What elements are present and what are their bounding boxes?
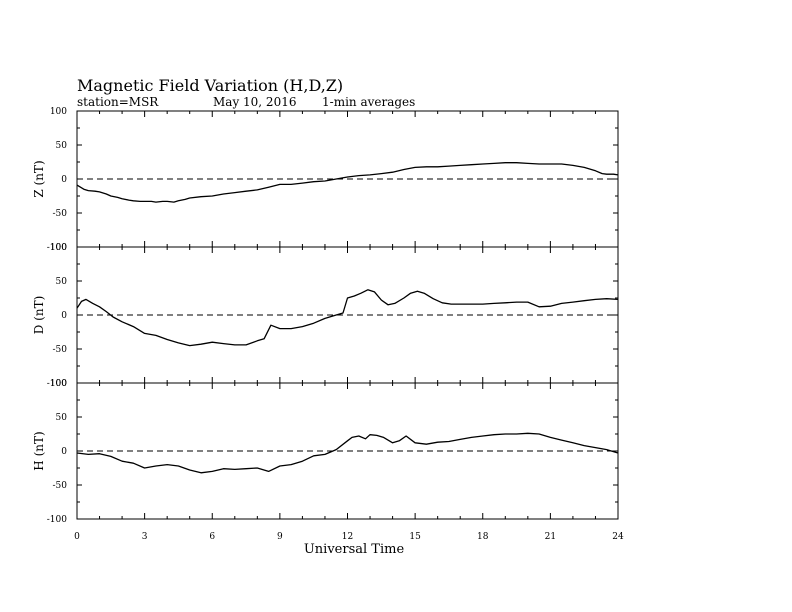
series-line-z (76, 162, 619, 203)
x-tick-label: 12 (342, 532, 353, 542)
x-tick-label: 24 (612, 532, 624, 542)
y-tick-label: 100 (50, 379, 67, 389)
y-tick-label: 50 (56, 413, 68, 423)
station-label: station=MSR (77, 95, 159, 109)
averaging-label: 1-min averages (322, 95, 415, 109)
y-tick-label: -50 (53, 481, 68, 491)
y-axis-label-h: H (nT) (32, 431, 46, 470)
panel-d: 100 50 0 -50 -100 D (nT) (32, 243, 619, 389)
panel-h: 100 50 0 -50 -100 H (nT) (32, 379, 619, 525)
y-tick-label: 0 (61, 447, 67, 457)
x-tick-label: 18 (477, 532, 489, 542)
x-tick-label: 15 (409, 532, 421, 542)
series-line-d (76, 289, 619, 347)
x-tick-labels: 0 3 6 9 12 15 18 21 24 (74, 532, 624, 542)
x-tick-label: 9 (277, 532, 283, 542)
y-tick-label: 0 (61, 311, 67, 321)
y-tick-label: 0 (61, 175, 67, 185)
x-tick-label: 3 (142, 532, 148, 542)
x-tick-label: 21 (545, 532, 556, 542)
x-tick-label: 6 (209, 532, 215, 542)
y-tick-label: -100 (47, 243, 67, 253)
y-tick-label: -100 (47, 515, 67, 525)
y-tick-label: 100 (50, 107, 67, 117)
y-tick-label: -50 (53, 345, 68, 355)
date-label: May 10, 2016 (213, 95, 296, 109)
y-tick-label: 50 (56, 141, 68, 151)
y-tick-label: 50 (56, 277, 68, 287)
y-tick-label: -100 (47, 379, 67, 389)
y-tick-label: 100 (50, 243, 67, 253)
y-axis-label-z: Z (nT) (32, 160, 46, 197)
y-axis-label-d: D (nT) (32, 296, 46, 335)
x-tick-label: 0 (74, 532, 80, 542)
y-tick-label: -50 (53, 209, 68, 219)
chart-title: Magnetic Field Variation (H,D,Z) (77, 76, 343, 95)
panel-z: 100 50 0 -50 -100 Z (nT) (32, 107, 619, 253)
series-line-h (76, 432, 619, 474)
x-axis-label: Universal Time (304, 542, 405, 557)
